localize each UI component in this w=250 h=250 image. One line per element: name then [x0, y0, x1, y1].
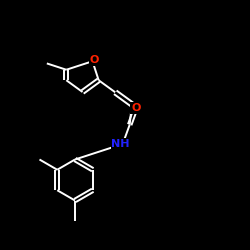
Text: NH: NH [112, 138, 130, 148]
Text: O: O [90, 55, 99, 65]
Text: O: O [131, 103, 140, 113]
